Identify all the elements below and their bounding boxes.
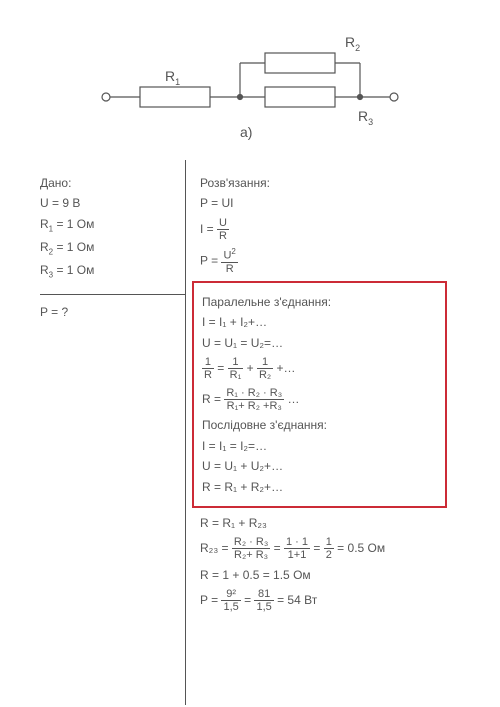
svg-text:а): а): [240, 124, 252, 140]
sol-title: Розв'язання:: [200, 176, 470, 190]
parallel-1r: 1R = 1R₁ + 1R₂ +…: [202, 356, 437, 381]
svg-text:R3: R3: [358, 108, 373, 127]
given-u: U = 9 В: [40, 196, 170, 210]
parallel-r: R = R₁ · R₂ · R₃R₁+ R₂ +R₃ …: [202, 387, 437, 412]
given-r1: R1 = 1 Ом: [40, 217, 170, 234]
series-i: I = I₁ = I₂=…: [202, 439, 437, 453]
series-title: Послідовне з'єднання:: [202, 418, 437, 432]
formula-box: Паралельне з'єднання: I = I₁ + I₂+… U = …: [192, 281, 447, 508]
eq-i-ur: I = UR: [200, 217, 470, 242]
calc-r23: R₂₃ = R₂ · R₃R₂+ R₃ = 1 · 11+1 = 12 = 0.…: [200, 536, 470, 561]
calc-r: R = R₁ + R₂₃: [200, 516, 470, 530]
solution-column: Розв'язання: P = UI I = UR P = U2R Парал…: [200, 170, 470, 619]
circuit-svg: R1 R2 R3 а): [100, 25, 400, 155]
given-r2: R2 = 1 Ом: [40, 240, 170, 257]
parallel-u: U = U₁ = U₂=…: [202, 336, 437, 350]
given-r3: R3 = 1 Ом: [40, 263, 170, 280]
svg-text:R1: R1: [165, 68, 180, 87]
parallel-title: Паралельне з'єднання:: [202, 295, 437, 309]
series-u: U = U₁ + U₂+…: [202, 459, 437, 473]
given-rule: [40, 294, 185, 295]
eq-p-u2r: P = U2R: [200, 248, 470, 275]
eq-p-ui: P = UI: [200, 196, 470, 210]
page: R1 R2 R3 а) Дано: U = 9 В R1 = 1 Ом R2 =…: [0, 0, 500, 707]
given-column: Дано: U = 9 В R1 = 1 Ом R2 = 1 Ом R3 = 1…: [40, 170, 170, 325]
find: P = ?: [40, 305, 170, 319]
divider: [185, 160, 186, 705]
calc-p: P = 9²1,5 = 811,5 = 54 Вт: [200, 588, 470, 613]
parallel-i: I = I₁ + I₂+…: [202, 315, 437, 329]
calc-r-total: R = 1 + 0.5 = 1.5 Ом: [200, 568, 470, 582]
series-r: R = R₁ + R₂+…: [202, 480, 437, 494]
circuit-diagram: R1 R2 R3 а): [100, 25, 400, 135]
given-title: Дано:: [40, 176, 170, 190]
svg-text:R2: R2: [345, 34, 360, 53]
